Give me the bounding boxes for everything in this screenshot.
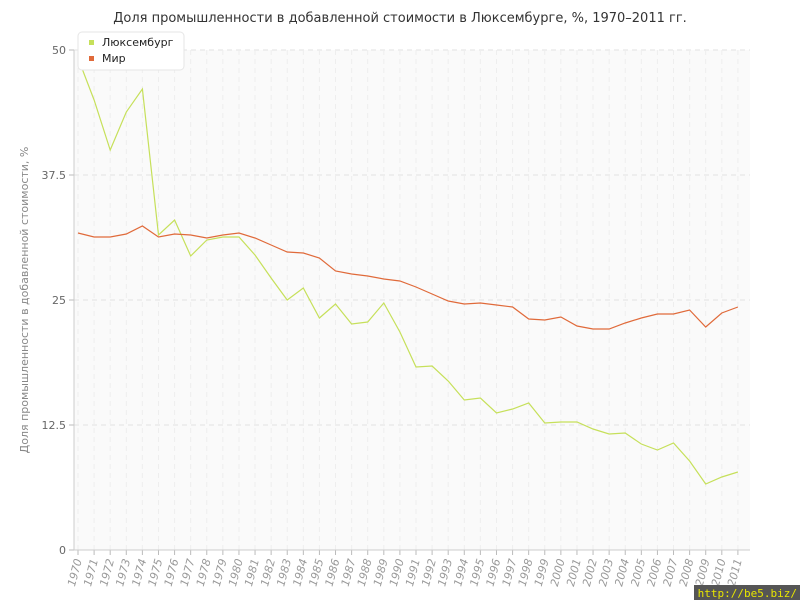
legend-swatch-luxembourg [89, 40, 94, 45]
y-tick-label: 0 [59, 544, 66, 557]
grid [74, 49, 750, 550]
watermark: http://be5.biz/ [698, 587, 797, 600]
y-tick-label: 37.5 [42, 169, 67, 182]
y-axis-ticks: 0 12.5 25 37.5 50 [42, 44, 74, 557]
legend[interactable]: Люксембург Мир [77, 31, 185, 71]
y-axis-label: Доля промышленности в добавленной стоимо… [18, 147, 31, 454]
legend-label-luxembourg: Люксембург [102, 36, 174, 49]
legend-label-world: Мир [102, 52, 126, 65]
y-tick-label: 25 [52, 294, 66, 307]
chart-title: Доля промышленности в добавленной стоимо… [113, 11, 687, 26]
watermark-background [694, 585, 800, 600]
series-line-luxembourg [77, 57, 739, 485]
y-tick-label: 50 [52, 44, 66, 57]
legend-swatch-world [89, 56, 94, 61]
y-tick-label: 12.5 [42, 419, 67, 432]
series-lines [77, 57, 739, 485]
series-line-world [77, 225, 739, 330]
